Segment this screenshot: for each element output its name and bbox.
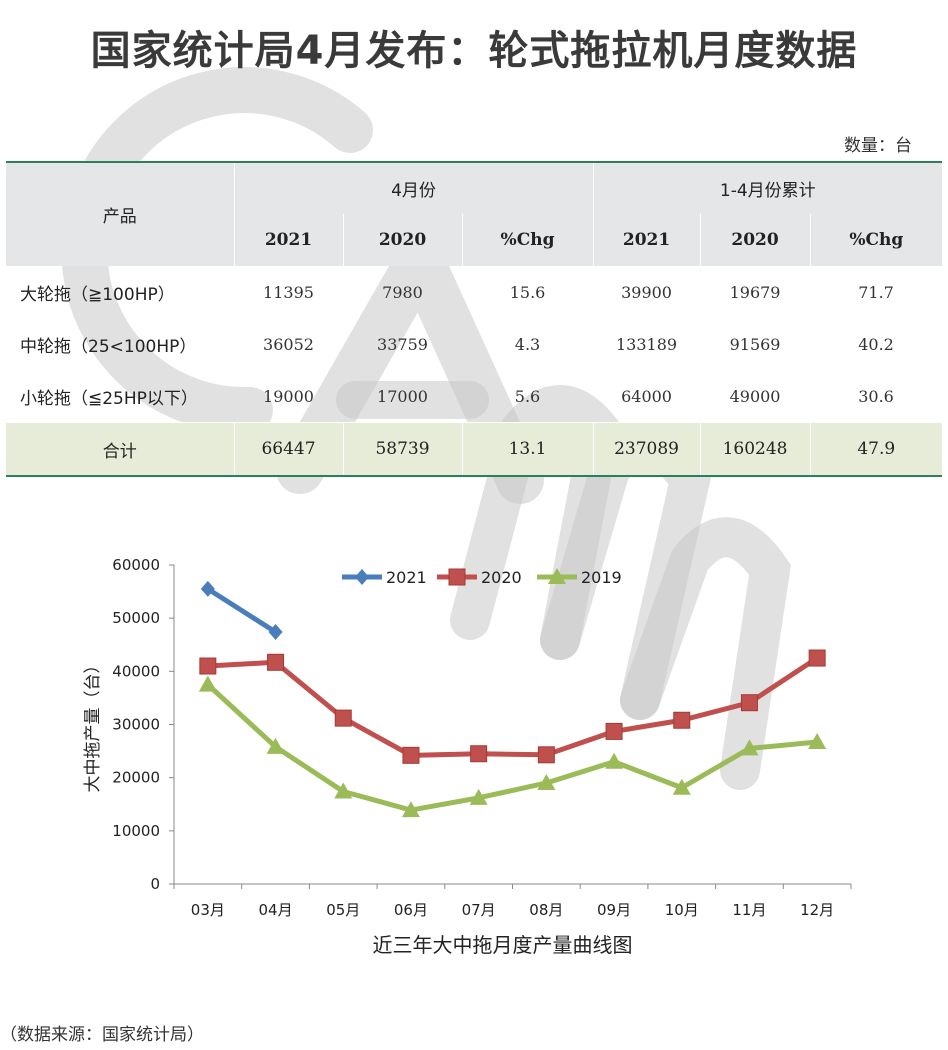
data-point-2019 xyxy=(808,733,827,750)
cell: 160248 xyxy=(699,422,811,476)
cell: 36052 xyxy=(263,334,314,354)
line-chart: 0 10000 20000 30000 40000 50000 60000 03月 04月 05月… xyxy=(83,556,852,957)
col-2021-ytd: 2021 xyxy=(592,214,701,266)
y-tick-label: 60000 xyxy=(112,556,160,574)
x-tick-label: 07月 xyxy=(462,901,496,919)
legend-marker-2021 xyxy=(355,569,369,585)
row-name: 中轮拖（25<100HP） xyxy=(20,336,197,357)
series-line-2019 xyxy=(206,682,818,813)
y-axis-label: 大中拖产量（台） xyxy=(83,657,103,793)
cell: 71.7 xyxy=(858,282,894,302)
x-tick-label: 11月 xyxy=(732,901,766,919)
cell: 19679 xyxy=(729,282,781,302)
x-tick-label: 10月 xyxy=(665,901,699,919)
x-tick-label: 09月 xyxy=(597,901,631,919)
cell: 15.6 xyxy=(509,282,546,302)
cell: 33759 xyxy=(377,334,428,354)
cell: 47.9 xyxy=(809,422,943,476)
col-2020-ytd: 2020 xyxy=(699,214,811,266)
cell: 58739 xyxy=(342,422,462,476)
cell: 49000 xyxy=(729,386,781,406)
cell: 40.2 xyxy=(858,334,894,354)
data-point-2019 xyxy=(334,782,353,799)
x-tick-label: 12月 xyxy=(800,901,834,919)
col-chg-april: %Chg xyxy=(461,214,594,266)
cell: 64000 xyxy=(621,386,672,406)
data-point-2021 xyxy=(268,623,283,640)
table-row: 中轮拖（25<100HP） 36052 33759 4.3 133189 915… xyxy=(6,318,942,370)
cell: 7980 xyxy=(382,282,423,302)
x-tick-label: 03月 xyxy=(191,901,225,919)
legend-marker-2020 xyxy=(448,568,466,586)
y-tick-label: 50000 xyxy=(112,609,160,627)
cell: 30.6 xyxy=(858,386,894,406)
data-point-2019 xyxy=(537,773,556,790)
total-row: 合计 66447 58739 13.1 237089 160248 47.9 xyxy=(6,422,943,476)
total-label: 合计 xyxy=(6,422,234,476)
x-tick-label: 08月 xyxy=(529,901,563,919)
data-table: 产品 4月份 1-4月份累计 2021 2020 %Chg 2021 2020 … xyxy=(6,161,943,477)
y-tick-label: 20000 xyxy=(112,769,160,787)
data-point-2020 xyxy=(605,722,623,740)
cell: 39900 xyxy=(621,282,672,302)
y-tick-label: 30000 xyxy=(112,716,160,734)
data-point-2019 xyxy=(740,739,759,756)
source-note: （数据来源：国家统计局） xyxy=(0,1025,204,1045)
chart-title: 近三年大中拖月度产量曲线图 xyxy=(373,933,633,957)
cell: 13.1 xyxy=(461,422,594,476)
row-name: 小轮拖（≦25HP以下） xyxy=(20,388,198,409)
x-tick-label: 06月 xyxy=(394,901,428,919)
data-point-2019 xyxy=(266,737,285,754)
legend-label-2021: 2021 xyxy=(386,568,427,587)
data-point-2020 xyxy=(537,746,555,764)
row-name: 大轮拖（≧100HP） xyxy=(20,284,175,305)
cell: 5.6 xyxy=(514,386,541,406)
data-point-2020 xyxy=(267,653,285,671)
data-point-2019 xyxy=(401,801,420,818)
page-title: 国家统计局4月发布：轮式拖拉机月度数据 xyxy=(90,28,858,74)
data-point-2020 xyxy=(334,709,352,727)
data-point-2020 xyxy=(808,649,826,667)
cell: 66447 xyxy=(233,422,343,476)
x-tick-label: 05月 xyxy=(326,901,360,919)
y-tick-label: 40000 xyxy=(112,662,160,680)
series-line-2020 xyxy=(207,655,819,758)
cell: 19000 xyxy=(263,386,314,406)
series-line-2021 xyxy=(206,586,277,635)
col-2021-april: 2021 xyxy=(233,214,343,266)
table-row: 小轮拖（≦25HP以下） 19000 17000 5.6 64000 49000… xyxy=(6,370,942,423)
data-point-2020 xyxy=(740,694,758,712)
cell: 11395 xyxy=(263,282,314,302)
col-2020-april: 2020 xyxy=(342,214,462,266)
legend-label-2020: 2020 xyxy=(481,568,522,587)
y-tick-label: 0 xyxy=(150,875,160,893)
data-point-2019 xyxy=(672,778,691,795)
data-point-2020 xyxy=(673,711,691,729)
group-header-ytd: 1-4月份累计 xyxy=(592,162,943,214)
data-point-2020 xyxy=(402,746,420,764)
cell: 133189 xyxy=(615,334,678,354)
y-tick-label: 10000 xyxy=(112,822,160,840)
cell: 91569 xyxy=(729,334,781,354)
cell: 4.3 xyxy=(514,334,541,354)
group-header-april: 4月份 xyxy=(233,162,594,214)
data-point-2020 xyxy=(470,745,488,763)
cell: 17000 xyxy=(377,386,428,406)
data-point-2020 xyxy=(199,657,217,675)
data-point-2019 xyxy=(198,675,217,692)
unit-label: 数量：台 xyxy=(844,136,912,156)
data-point-2019 xyxy=(605,752,624,769)
legend-marker-2019 xyxy=(548,568,566,584)
data-point-2021 xyxy=(200,580,215,597)
product-header: 产品 xyxy=(102,207,137,227)
x-tick-label: 04月 xyxy=(259,901,293,919)
table-row: 大轮拖（≧100HP） 11395 7980 15.6 39900 19679 … xyxy=(6,266,942,318)
legend-label-2019: 2019 xyxy=(581,568,622,587)
col-chg-ytd: %Chg xyxy=(809,214,943,266)
data-point-2019 xyxy=(469,788,488,805)
cell: 237089 xyxy=(592,422,701,476)
